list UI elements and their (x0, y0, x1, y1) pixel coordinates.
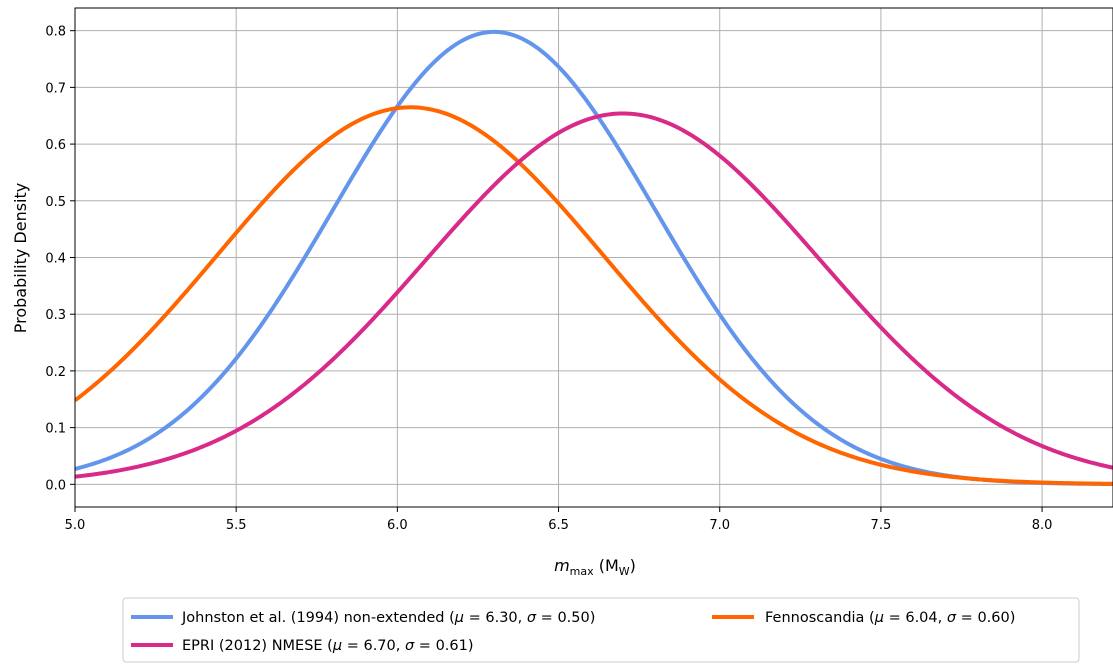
legend-frame (122, 597, 1080, 663)
legend-label-epri: EPRI (2012) NMESE (182, 638, 323, 654)
x-axis-label: mmax (MW) (554, 556, 636, 578)
y-tick-label: 0.6 (45, 138, 66, 153)
ticks: 5.0 5.5 6.0 6.5 7.0 7.5 8.0 0.0 0.1 0.2 0.3 0.4 0.5 0… (45, 25, 1052, 533)
svg-text:Johnston et al. (1994) non-ext: Johnston et al. (1994) non-extended (μ =… (181, 610, 595, 626)
x-axis-label-unit-sub: W (619, 565, 630, 578)
legend-label-johnston: Johnston et al. (1994) non-extended (181, 610, 444, 626)
legend-mu-johnston: 6.30 (485, 610, 517, 626)
legend: Johnston et al. (1994) non-extended (μ =… (122, 597, 1080, 663)
y-axis-label: Probability Density (11, 183, 30, 334)
legend-entry-fennoscandia: Fennoscandia (μ = 6.04, σ = 0.60) (712, 610, 1015, 626)
grid (74, 8, 1113, 507)
legend-sigma-epri: 0.61 (436, 638, 468, 654)
legend-entry-johnston: Johnston et al. (1994) non-extended (μ =… (131, 610, 595, 626)
x-tick-label: 7.0 (709, 518, 730, 533)
y-tick-label: 0.5 (45, 195, 66, 210)
x-tick-label: 6.5 (548, 518, 569, 533)
legend-sigma-fennoscandia: 0.60 (977, 610, 1009, 626)
y-tick-label: 0.3 (45, 308, 66, 323)
x-axis-label-main: m (554, 556, 570, 575)
legend-entry-epri: EPRI (2012) NMESE (μ = 6.70, σ = 0.61) (131, 638, 474, 654)
x-tick-label: 8.0 (1032, 518, 1053, 533)
legend-label-fennoscandia: Fennoscandia (765, 610, 864, 626)
y-tick-label: 0.2 (45, 365, 66, 380)
y-tick-label: 0.0 (45, 478, 66, 493)
svg-text:Fennoscandia (μ = 6.04, σ = 0.: Fennoscandia (μ = 6.04, σ = 0.60) (765, 610, 1015, 626)
y-tick-label: 0.4 (45, 252, 66, 267)
series-line-fennoscandia (75, 105, 1113, 486)
x-axis-label-sub: max (570, 565, 594, 578)
x-tick-label: 7.5 (871, 518, 892, 533)
x-tick-label: 6.0 (387, 518, 408, 533)
legend-mu-epri: 6.70 (363, 638, 395, 654)
series-lines (75, 29, 1113, 487)
y-tick-label: 0.8 (45, 25, 66, 40)
x-axis-label-unit-open: (M (594, 556, 619, 575)
svg-text:EPRI (2012) NMESE (μ = 6.70, σ: EPRI (2012) NMESE (μ = 6.70, σ = 0.61) (182, 638, 474, 654)
legend-mu-fennoscandia: 6.04 (905, 610, 937, 626)
y-tick-label: 0.1 (45, 422, 66, 437)
series-line-epri (75, 111, 1113, 479)
legend-sigma-johnston: 0.50 (557, 610, 589, 626)
x-tick-label: 5.0 (65, 518, 86, 533)
x-axis-label-unit-close: ) (630, 556, 636, 575)
x-tick-label: 5.5 (226, 518, 247, 533)
y-tick-label: 0.7 (45, 81, 66, 96)
